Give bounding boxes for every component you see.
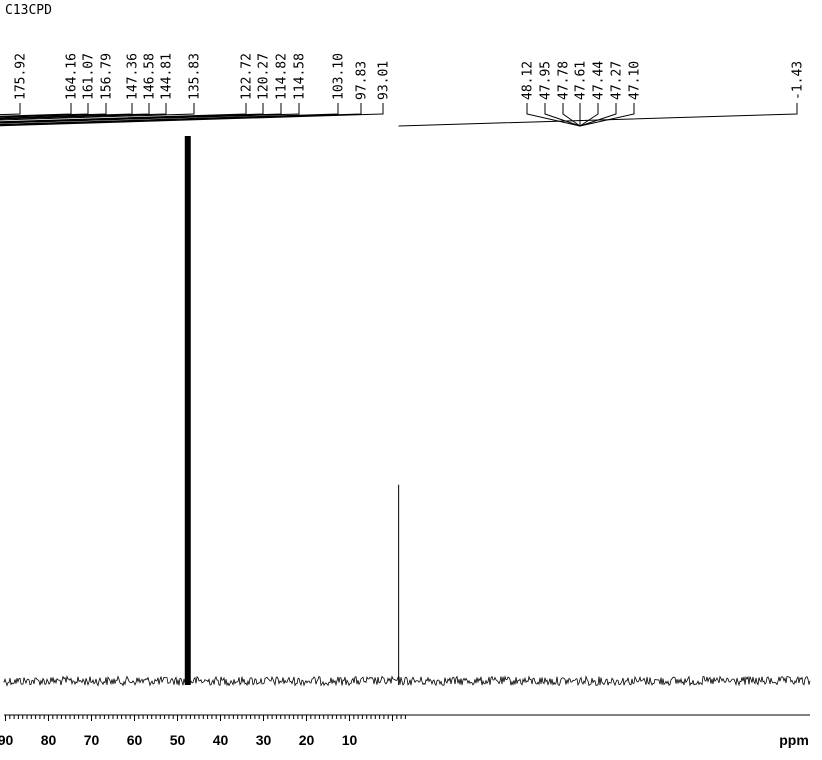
peak-connector-19 (579, 103, 599, 127)
peak-label-7: 135.83 (188, 53, 203, 100)
peak-connector-21 (579, 103, 635, 127)
peak-connector-4 (0, 103, 133, 119)
peak-label-connectors (0, 103, 798, 127)
peak-connector-15 (526, 103, 581, 127)
x-tick-label: 80 (41, 732, 57, 748)
x-tick-label: 90 (0, 732, 13, 748)
peak-connector-22 (398, 103, 798, 127)
peak-label-19: 47.44 (592, 61, 607, 100)
peak-label-6: 144.81 (160, 53, 175, 100)
peak-label-4: 147.36 (126, 53, 141, 100)
x-axis: 1701601501401301201101009080706050403020… (0, 714, 810, 748)
baseline-noise-trace (3, 674, 811, 687)
x-tick-label: 50 (170, 732, 186, 748)
x-tick-label: 60 (127, 732, 143, 748)
peak-label-11: 114.58 (293, 53, 308, 100)
x-tick-label: 70 (84, 732, 100, 748)
peak-label-20: 47.27 (610, 61, 625, 100)
x-tick-label: 10 (342, 732, 358, 748)
peak-connector-16 (544, 103, 581, 127)
peak-label-13: 97.83 (355, 61, 370, 100)
peak-label-14: 93.01 (377, 61, 392, 100)
x-axis-unit-label: ppm (779, 732, 809, 748)
peak-label-0: 175.92 (14, 53, 29, 100)
peak-label-10: 114.82 (275, 53, 290, 100)
peak-label-12: 103.10 (332, 53, 347, 100)
peak-connector-6 (0, 103, 167, 120)
peak-label-21: 47.10 (628, 61, 643, 100)
peak-connector-9 (0, 103, 264, 123)
peak-label-16: 47.95 (539, 61, 554, 100)
peak-connector-20 (579, 103, 617, 127)
peak-label-22: -1.43 (791, 61, 806, 100)
peak-label-2: 161.07 (82, 53, 97, 100)
chart-title: C13CPD (5, 3, 52, 18)
peak-label-15: 48.12 (521, 61, 536, 100)
peak-connector-3 (0, 103, 107, 118)
x-tick-label: 20 (299, 732, 315, 748)
peak-label-1: 164.16 (65, 53, 80, 100)
peak-label-17: 47.78 (557, 61, 572, 100)
x-tick-label: 40 (213, 732, 229, 748)
peak-connector-0 (0, 103, 21, 116)
peak-connector-8 (0, 103, 247, 123)
peak-connector-11 (0, 103, 300, 124)
peak-connector-12 (0, 103, 339, 125)
peak-label-3: 156.79 (100, 53, 115, 100)
peak-connector-5 (0, 103, 150, 120)
peak-connector-1 (0, 103, 72, 117)
peak-label-9: 120.27 (257, 53, 272, 100)
x-tick-label: 30 (256, 732, 272, 748)
peak-label-8: 122.72 (240, 53, 255, 100)
peak-connector-13 (0, 103, 362, 126)
baseline-noise (3, 674, 811, 687)
spectrum-peaks (184, 136, 400, 685)
peak-connector-2 (0, 103, 89, 118)
peak-label-5: 146.58 (143, 53, 158, 100)
peak-labels: 175.92 164.16 161.07 156.79 147.36 146.58 144.… (14, 53, 806, 100)
peak-connector-7 (0, 103, 195, 121)
peak-connector-17 (562, 103, 581, 127)
peak-connector-14 (0, 103, 384, 127)
peak-label-18: 47.61 (574, 61, 589, 100)
